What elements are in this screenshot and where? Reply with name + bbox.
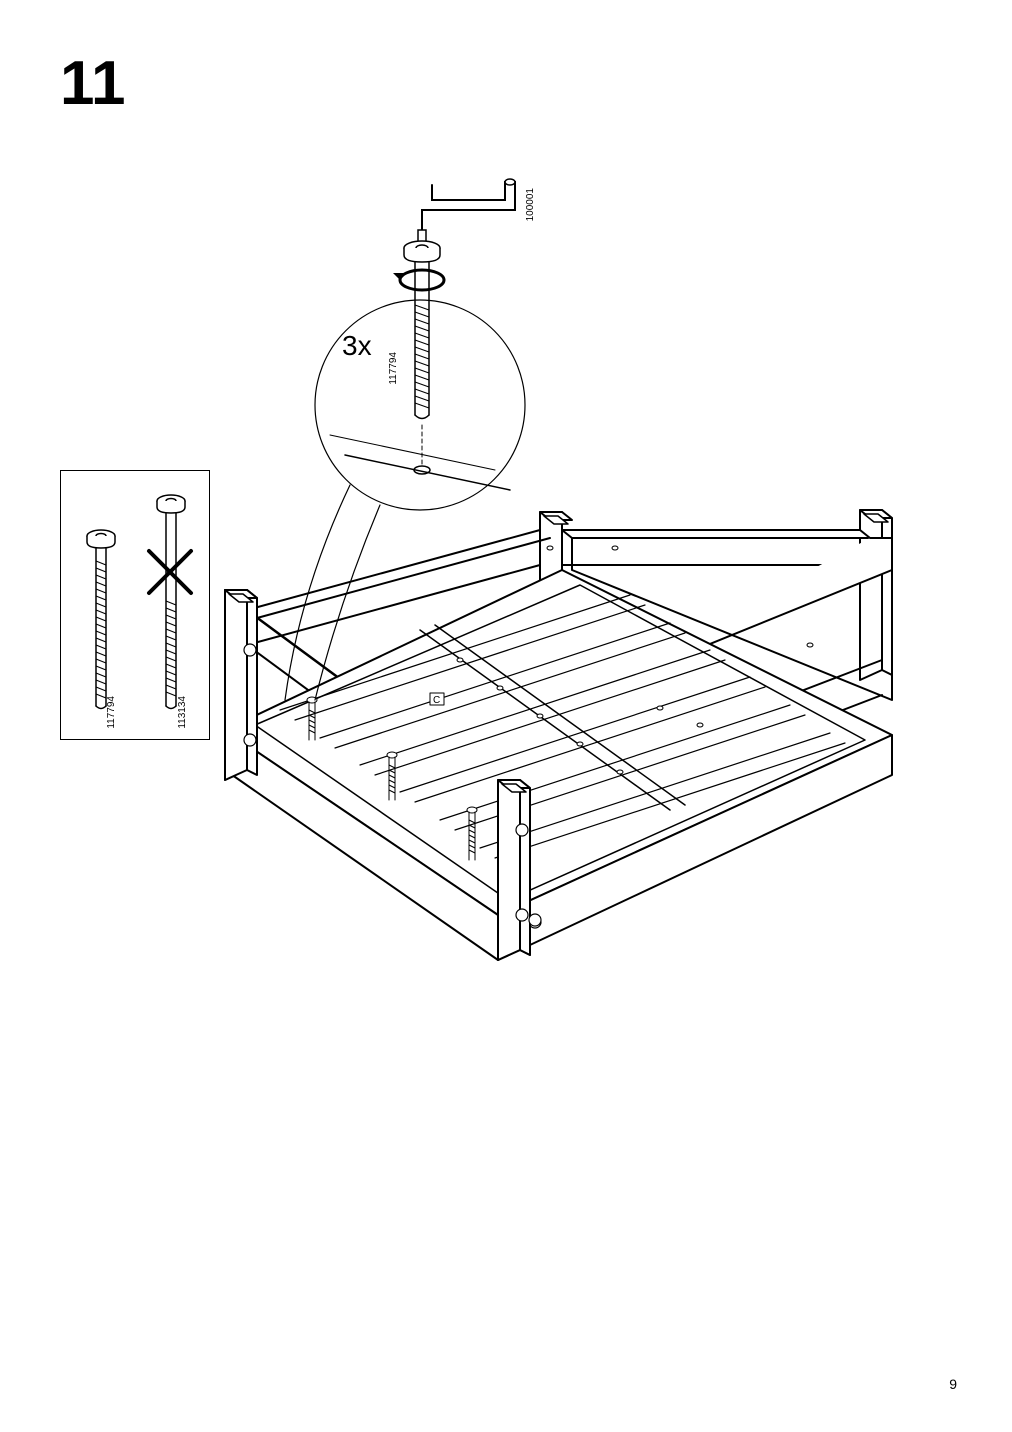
allen-key-label: 100001 [525,188,536,221]
correct-bolt-label: 117794 [106,696,117,729]
step-number: 11 [60,48,126,119]
quantity-label: 3x [342,330,372,362]
page-container: 11 [0,0,1012,1432]
svg-text:C: C [433,695,440,706]
bolt-comparison-box: 117794 113134 [60,470,210,740]
wrong-bolt-label: 113134 [177,696,188,729]
bolt-detail-label: 117794 [388,352,399,385]
page-number: 9 [949,1376,957,1392]
comparison-illustration [61,471,211,741]
